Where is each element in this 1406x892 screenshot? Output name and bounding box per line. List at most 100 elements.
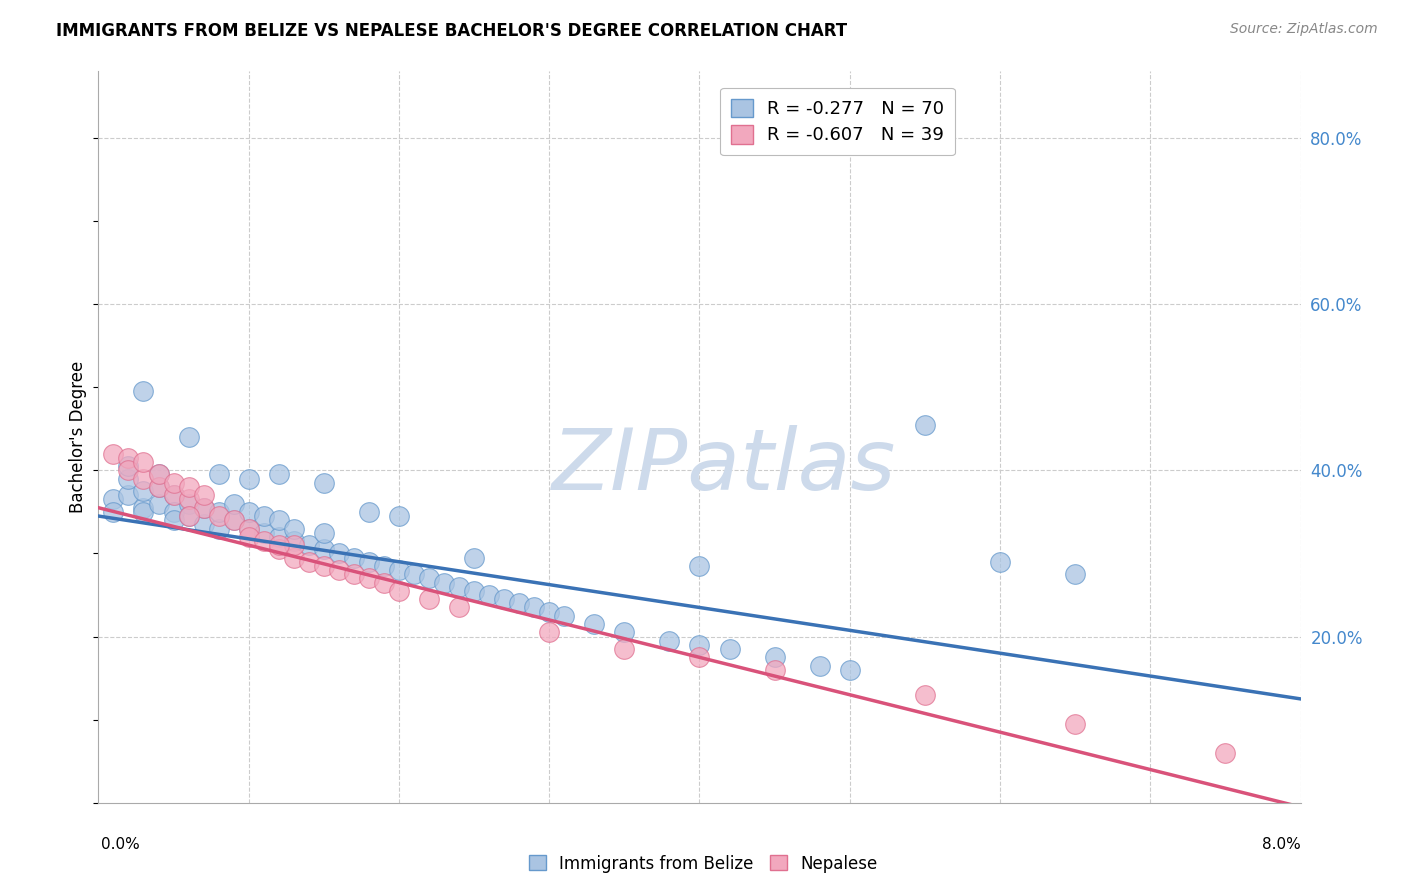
- Point: [613, 642, 636, 657]
- Point: [388, 509, 411, 524]
- Point: [418, 592, 440, 607]
- Point: [148, 497, 170, 511]
- Point: [132, 500, 155, 515]
- Point: [267, 513, 290, 527]
- Point: [177, 509, 200, 524]
- Text: 0.0%: 0.0%: [101, 837, 141, 852]
- Point: [253, 509, 276, 524]
- Text: IMMIGRANTS FROM BELIZE VS NEPALESE BACHELOR'S DEGREE CORRELATION CHART: IMMIGRANTS FROM BELIZE VS NEPALESE BACHE…: [56, 22, 848, 40]
- Point: [132, 472, 155, 486]
- Point: [463, 583, 485, 598]
- Point: [838, 663, 860, 677]
- Point: [177, 497, 200, 511]
- Point: [267, 542, 290, 557]
- Point: [988, 555, 1011, 569]
- Point: [613, 625, 636, 640]
- Point: [508, 596, 530, 610]
- Point: [283, 550, 305, 565]
- Y-axis label: Bachelor's Degree: Bachelor's Degree: [69, 361, 87, 513]
- Point: [238, 505, 260, 519]
- Point: [689, 558, 711, 573]
- Point: [523, 600, 546, 615]
- Point: [208, 509, 231, 524]
- Point: [267, 530, 290, 544]
- Point: [447, 580, 470, 594]
- Point: [222, 497, 245, 511]
- Text: Source: ZipAtlas.com: Source: ZipAtlas.com: [1230, 22, 1378, 37]
- Point: [267, 467, 290, 482]
- Point: [132, 484, 155, 499]
- Point: [283, 533, 305, 548]
- Point: [253, 525, 276, 540]
- Point: [193, 517, 215, 532]
- Point: [298, 555, 321, 569]
- Point: [312, 475, 335, 490]
- Point: [1215, 746, 1237, 760]
- Legend: R = -0.277   N = 70, R = -0.607   N = 39: R = -0.277 N = 70, R = -0.607 N = 39: [720, 87, 955, 155]
- Point: [103, 447, 125, 461]
- Point: [208, 521, 231, 535]
- Point: [312, 558, 335, 573]
- Point: [328, 546, 350, 560]
- Point: [357, 571, 380, 585]
- Point: [193, 488, 215, 502]
- Point: [132, 455, 155, 469]
- Point: [177, 480, 200, 494]
- Point: [494, 592, 516, 607]
- Point: [538, 605, 561, 619]
- Point: [177, 492, 200, 507]
- Point: [162, 513, 184, 527]
- Point: [658, 633, 681, 648]
- Point: [689, 650, 711, 665]
- Point: [162, 488, 184, 502]
- Point: [208, 505, 231, 519]
- Point: [763, 650, 786, 665]
- Point: [1064, 716, 1087, 731]
- Point: [914, 417, 936, 432]
- Point: [238, 530, 260, 544]
- Point: [312, 542, 335, 557]
- Point: [117, 488, 139, 502]
- Point: [433, 575, 456, 590]
- Point: [117, 450, 139, 465]
- Point: [447, 600, 470, 615]
- Point: [132, 505, 155, 519]
- Point: [463, 550, 485, 565]
- Point: [357, 505, 380, 519]
- Point: [148, 480, 170, 494]
- Point: [238, 472, 260, 486]
- Point: [193, 500, 215, 515]
- Point: [689, 638, 711, 652]
- Point: [148, 480, 170, 494]
- Point: [222, 513, 245, 527]
- Text: ZIPatlas: ZIPatlas: [551, 425, 896, 508]
- Point: [343, 550, 366, 565]
- Point: [763, 663, 786, 677]
- Point: [148, 467, 170, 482]
- Point: [388, 583, 411, 598]
- Point: [177, 509, 200, 524]
- Point: [103, 505, 125, 519]
- Point: [117, 472, 139, 486]
- Point: [312, 525, 335, 540]
- Point: [418, 571, 440, 585]
- Point: [808, 658, 831, 673]
- Point: [583, 617, 606, 632]
- Point: [538, 625, 561, 640]
- Point: [117, 463, 139, 477]
- Text: 8.0%: 8.0%: [1261, 837, 1301, 852]
- Legend: Immigrants from Belize, Nepalese: Immigrants from Belize, Nepalese: [522, 848, 884, 880]
- Point: [373, 558, 395, 573]
- Point: [283, 521, 305, 535]
- Point: [162, 475, 184, 490]
- Point: [343, 567, 366, 582]
- Point: [478, 588, 501, 602]
- Point: [357, 555, 380, 569]
- Point: [148, 467, 170, 482]
- Point: [103, 492, 125, 507]
- Point: [253, 533, 276, 548]
- Point: [117, 459, 139, 474]
- Point: [238, 521, 260, 535]
- Point: [328, 563, 350, 577]
- Point: [162, 488, 184, 502]
